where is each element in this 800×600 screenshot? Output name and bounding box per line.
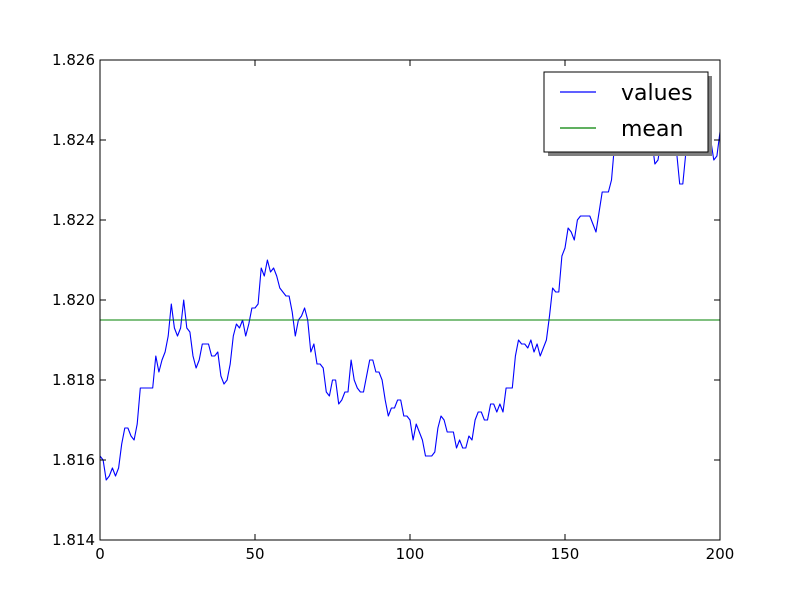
x-tick-label: 0	[95, 545, 105, 563]
x-tick-label: 150	[551, 545, 580, 563]
x-tick-label: 200	[706, 545, 735, 563]
legend-label-values: values	[621, 81, 693, 106]
y-tick-label: 1.824	[52, 131, 95, 149]
legend-label-mean: mean	[621, 117, 683, 142]
y-tick-label: 1.822	[52, 211, 95, 229]
y-tick-label: 1.826	[52, 51, 95, 69]
legend: values mean	[543, 71, 712, 156]
x-tick-label: 50	[245, 545, 264, 563]
legend-box	[543, 71, 709, 153]
y-tick-label: 1.818	[52, 371, 95, 389]
x-tick-label: 100	[396, 545, 425, 563]
y-tick-label: 1.816	[52, 451, 95, 469]
y-tick-label: 1.820	[52, 291, 95, 309]
axes-layer: 0 50 100 150 200 1.814 1.816 1.818 1.820 1.822 1.8…	[52, 51, 734, 563]
y-tick-label: 1.814	[52, 531, 95, 549]
